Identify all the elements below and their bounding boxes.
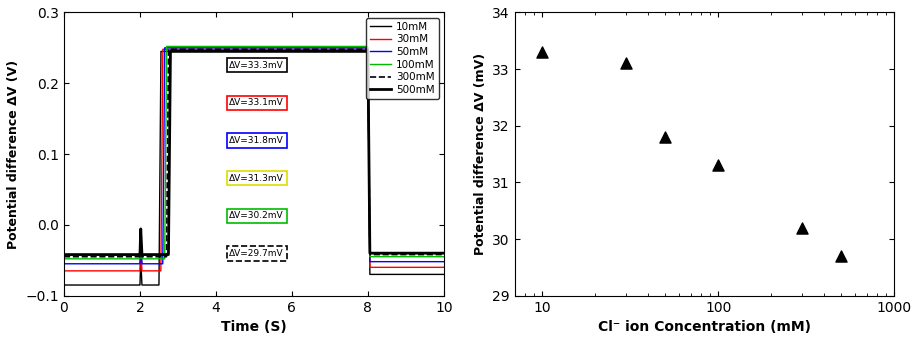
30mM	[342, 47, 353, 51]
100mM	[204, 44, 215, 48]
30mM	[157, 47, 168, 51]
300mM	[438, 253, 449, 257]
Text: ΔV=29.7mV: ΔV=29.7mV	[229, 249, 284, 258]
30mM	[287, 47, 298, 51]
Legend: 10mM, 30mM, 50mM, 100mM, 300mM, 500mM: 10mM, 30mM, 50mM, 100mM, 300mM, 500mM	[366, 18, 438, 99]
300mM	[128, 255, 139, 259]
Point	[618, 61, 633, 66]
500mM	[128, 253, 139, 257]
10mM	[155, 49, 166, 54]
Line: 30mM: 30mM	[64, 49, 444, 271]
300mM	[287, 47, 298, 51]
Text: ΔV=33.3mV: ΔV=33.3mV	[229, 61, 284, 70]
100mM	[59, 257, 70, 261]
Text: ΔV=31.8mV: ΔV=31.8mV	[229, 136, 284, 145]
100mM	[161, 44, 172, 48]
50mM	[204, 46, 215, 50]
30mM	[128, 269, 139, 273]
Y-axis label: Potential difference ΔV (V): Potential difference ΔV (V)	[7, 59, 20, 249]
50mM	[306, 46, 317, 50]
100mM	[342, 44, 353, 48]
30mM	[306, 47, 317, 51]
500mM	[59, 253, 70, 257]
10mM	[306, 49, 317, 54]
300mM	[371, 253, 382, 257]
50mM	[438, 260, 449, 264]
500mM	[342, 49, 353, 54]
300mM	[306, 47, 317, 51]
Point	[535, 49, 550, 55]
10mM	[342, 49, 353, 54]
Point	[834, 253, 849, 259]
Text: ΔV=30.2mV: ΔV=30.2mV	[229, 211, 284, 220]
Line: 50mM: 50mM	[64, 48, 444, 264]
30mM	[371, 265, 382, 269]
30mM	[438, 265, 449, 269]
Point	[795, 225, 810, 231]
500mM	[371, 251, 382, 255]
X-axis label: Time (S): Time (S)	[221, 320, 287, 334]
50mM	[159, 46, 170, 50]
10mM	[371, 272, 382, 277]
Text: ΔV=31.3mV: ΔV=31.3mV	[229, 174, 284, 182]
10mM	[59, 283, 70, 287]
500mM	[287, 49, 298, 54]
100mM	[306, 44, 317, 48]
10mM	[128, 283, 139, 287]
500mM	[306, 49, 317, 54]
300mM	[59, 255, 70, 259]
10mM	[204, 49, 215, 54]
Point	[658, 134, 673, 140]
50mM	[287, 46, 298, 50]
300mM	[163, 47, 174, 51]
Line: 300mM: 300mM	[64, 49, 444, 257]
Line: 500mM: 500mM	[64, 51, 444, 255]
100mM	[438, 255, 449, 259]
10mM	[287, 49, 298, 54]
100mM	[371, 255, 382, 259]
30mM	[59, 269, 70, 273]
300mM	[342, 47, 353, 51]
500mM	[438, 251, 449, 255]
50mM	[128, 262, 139, 266]
10mM	[438, 272, 449, 277]
50mM	[342, 46, 353, 50]
50mM	[59, 262, 70, 266]
100mM	[287, 44, 298, 48]
Line: 100mM: 100mM	[64, 46, 444, 259]
100mM	[128, 257, 139, 261]
Y-axis label: Potential difference ΔV (mV): Potential difference ΔV (mV)	[473, 53, 486, 255]
50mM	[371, 260, 382, 264]
Line: 10mM: 10mM	[64, 51, 444, 285]
500mM	[165, 49, 176, 54]
Text: ΔV=33.1mV: ΔV=33.1mV	[229, 98, 284, 107]
300mM	[204, 47, 215, 51]
30mM	[204, 47, 215, 51]
Point	[710, 163, 725, 168]
X-axis label: Cl⁻ ion Concentration (mM): Cl⁻ ion Concentration (mM)	[598, 320, 811, 334]
500mM	[204, 49, 215, 54]
